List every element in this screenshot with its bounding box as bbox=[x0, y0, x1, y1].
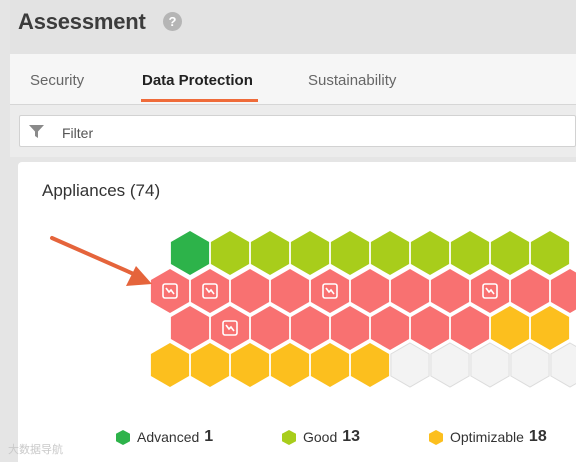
appliance-hex-empty[interactable] bbox=[430, 342, 470, 388]
appliance-hex-poor[interactable] bbox=[370, 306, 410, 350]
appliance-hex-optimizable[interactable] bbox=[150, 343, 190, 387]
filter-bar bbox=[10, 105, 576, 157]
appliance-hex-empty[interactable] bbox=[550, 342, 576, 388]
appliance-hex-empty[interactable] bbox=[510, 342, 550, 388]
appliance-hex-map bbox=[50, 231, 576, 388]
appliance-hex-good[interactable] bbox=[250, 231, 290, 275]
appliance-hex-empty[interactable] bbox=[470, 342, 510, 388]
hexagon-icon bbox=[282, 429, 296, 445]
appliance-hex-poor[interactable] bbox=[550, 269, 576, 313]
appliance-hex-poor[interactable] bbox=[230, 269, 270, 313]
appliance-hex-optimizable[interactable] bbox=[350, 343, 390, 387]
legend-count: 18 bbox=[528, 428, 547, 445]
appliance-hex-poor[interactable] bbox=[290, 306, 330, 350]
annotation-arrow-icon bbox=[50, 236, 152, 286]
legend-advanced: Advanced 1 bbox=[116, 428, 213, 446]
appliances-panel: Appliances (74) Advanced 1 Good 13 Optim… bbox=[18, 162, 576, 462]
appliance-hex-optimizable[interactable] bbox=[230, 343, 270, 387]
appliance-hex-good[interactable] bbox=[410, 231, 450, 275]
alert-badge-icon bbox=[482, 283, 498, 299]
appliance-hex-poor[interactable] bbox=[410, 306, 450, 350]
legend-count: 1 bbox=[204, 428, 214, 445]
legend-count: 13 bbox=[342, 428, 361, 445]
tab-sustainability[interactable]: Sustainability bbox=[308, 72, 397, 89]
appliance-hex-poor[interactable] bbox=[250, 306, 290, 350]
filter-input[interactable] bbox=[60, 122, 544, 144]
question-mark-icon[interactable]: ? bbox=[163, 12, 182, 31]
appliance-hex-advanced[interactable] bbox=[170, 231, 210, 275]
filter-box[interactable] bbox=[19, 115, 576, 147]
hexagon-icon bbox=[429, 429, 443, 445]
appliance-hex-good[interactable] bbox=[450, 231, 490, 275]
appliance-hex-good[interactable] bbox=[530, 231, 570, 275]
appliance-hex-good[interactable] bbox=[370, 231, 410, 275]
page-title: Assessment bbox=[18, 9, 146, 34]
tab-bar: Security Data Protection Sustainability bbox=[10, 54, 576, 105]
watermark: 大数据导航 bbox=[8, 444, 63, 456]
appliance-hex-optimizable[interactable] bbox=[310, 343, 350, 387]
appliance-hex-poor[interactable] bbox=[350, 269, 390, 313]
legend-label: Optimizable bbox=[450, 429, 524, 445]
legend-label: Good bbox=[303, 429, 338, 445]
appliance-hex-good[interactable] bbox=[290, 231, 330, 275]
appliance-hex-poor[interactable] bbox=[170, 306, 210, 350]
appliance-hex-poor[interactable] bbox=[450, 306, 490, 350]
legend-label: Advanced bbox=[137, 429, 200, 445]
legend-optimizable: Optimizable 18 bbox=[429, 428, 547, 446]
appliance-hex-optimizable[interactable] bbox=[530, 306, 570, 350]
appliance-hex-good[interactable] bbox=[490, 231, 530, 275]
alert-badge-icon bbox=[322, 283, 338, 299]
appliance-hex-poor[interactable] bbox=[510, 269, 550, 313]
appliance-hex-optimizable[interactable] bbox=[490, 306, 530, 350]
page-header: Assessment ? bbox=[10, 0, 576, 54]
alert-badge-icon bbox=[202, 283, 218, 299]
appliance-hex-good[interactable] bbox=[330, 231, 370, 275]
appliance-hex-good[interactable] bbox=[210, 231, 250, 275]
appliance-hex-poor[interactable] bbox=[270, 269, 310, 313]
panel-title: Appliances (74) bbox=[42, 181, 161, 200]
appliance-hex-poor[interactable] bbox=[390, 269, 430, 313]
appliance-hex-optimizable[interactable] bbox=[270, 343, 310, 387]
alert-badge-icon bbox=[162, 283, 178, 299]
active-tab-indicator bbox=[141, 99, 258, 102]
filter-funnel-icon bbox=[29, 125, 44, 138]
tab-data-protection[interactable]: Data Protection bbox=[142, 72, 253, 89]
appliance-hex-empty[interactable] bbox=[390, 342, 430, 388]
appliance-hex-poor[interactable] bbox=[430, 269, 470, 313]
alert-badge-icon bbox=[222, 320, 238, 336]
tab-security[interactable]: Security bbox=[30, 72, 85, 89]
appliance-hex-optimizable[interactable] bbox=[190, 343, 230, 387]
appliance-hex-poor[interactable] bbox=[330, 306, 370, 350]
legend-good: Good 13 bbox=[282, 428, 360, 446]
hexagon-icon bbox=[116, 429, 130, 445]
